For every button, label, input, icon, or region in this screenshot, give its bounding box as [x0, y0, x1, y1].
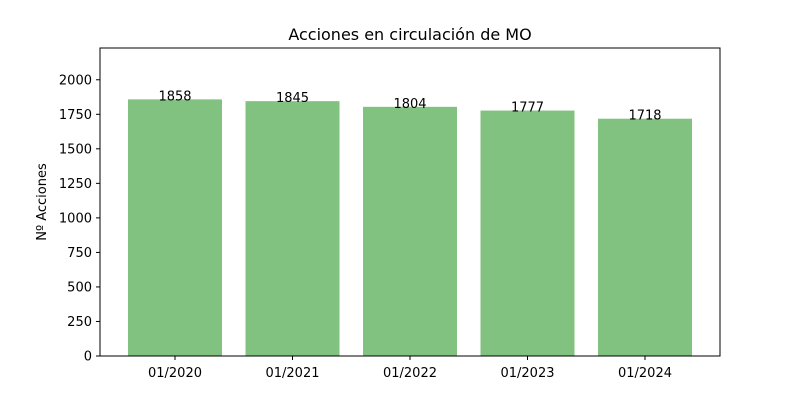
data-label: 1718: [628, 109, 661, 124]
data-label: 1777: [511, 101, 544, 116]
x-axis-ticks: 01/2020 01/2021 01/2022 01/2023 01/2024: [148, 356, 672, 381]
bar-01-2022: [363, 106, 457, 356]
x-tick-label: 01/2023: [500, 366, 554, 381]
y-tick-label: 250: [67, 315, 92, 330]
data-label: 1858: [158, 89, 191, 104]
y-tick-label: 1000: [59, 211, 92, 226]
y-tick-label: 500: [67, 280, 92, 295]
x-tick-label: 01/2021: [265, 366, 319, 381]
data-label: 1845: [276, 91, 309, 106]
plot-frame: [99, 47, 721, 357]
data-labels-group: 1858 1845 1804 1777 1718: [158, 89, 661, 123]
chart-title: Acciones en circulación de MO: [288, 25, 531, 44]
x-tick-label: 01/2022: [383, 366, 437, 381]
bar-01-2021: [245, 101, 340, 356]
y-tick-label: 1500: [59, 142, 92, 157]
bar-01-2023: [480, 110, 575, 356]
bars-group: [128, 99, 692, 357]
y-axis-ticks: 0 250 500 750 1000 1250 1500 1750 2000: [59, 73, 100, 365]
y-tick-label: 1250: [59, 177, 92, 192]
y-axis-label: Nº Acciones: [35, 163, 50, 241]
x-tick-label: 01/2024: [618, 366, 672, 381]
y-tick-label: 2000: [59, 73, 92, 88]
bar-01-2020: [128, 99, 222, 357]
bar-01-2024: [598, 118, 692, 356]
x-tick-label: 01/2020: [148, 366, 202, 381]
y-tick-label: 750: [67, 246, 92, 261]
y-tick-label: 0: [84, 350, 92, 365]
y-tick-label: 1750: [59, 108, 92, 123]
data-label: 1804: [393, 97, 426, 112]
